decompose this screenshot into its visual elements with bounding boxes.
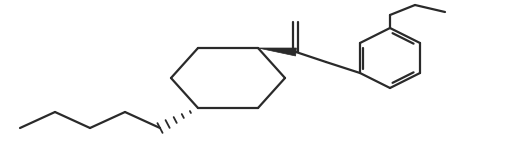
Polygon shape	[258, 48, 296, 56]
